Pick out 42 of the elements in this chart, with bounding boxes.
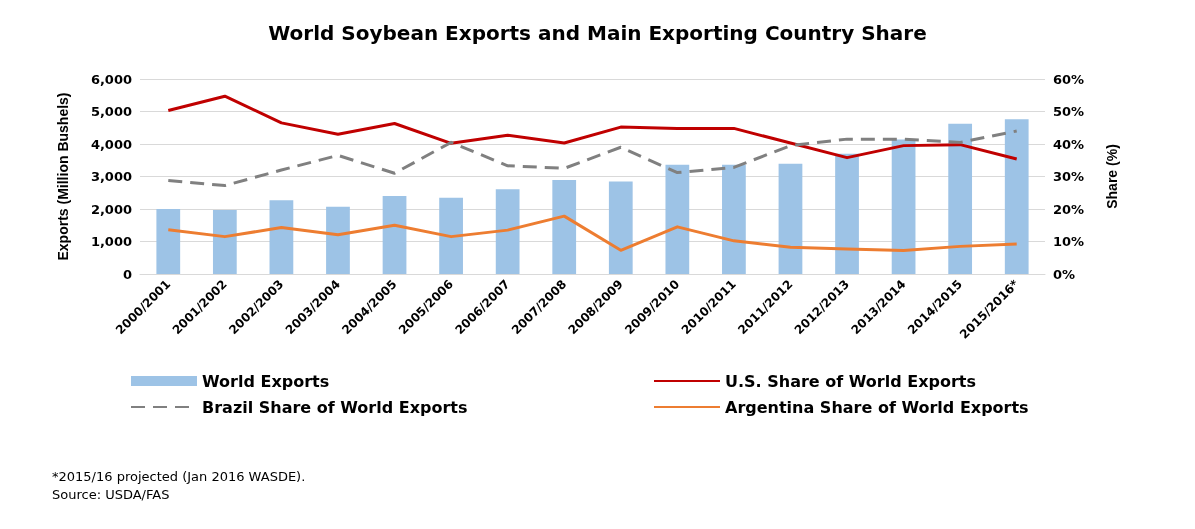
bar (665, 164, 690, 274)
bar (326, 206, 350, 274)
bar (722, 164, 746, 274)
y-tick-label: 3,000 (90, 169, 132, 184)
y2-tick-label: 60% (1053, 71, 1085, 87)
y-axis-title: Exports (Million Bushels) (55, 92, 71, 261)
text: *2015/16 projected (Jan 2016 WASDE). (52, 469, 306, 484)
bar (835, 153, 859, 274)
y-tick-label: 0 (122, 266, 132, 282)
bar (552, 180, 577, 274)
source-note: Source: USDA/FAS (52, 487, 170, 502)
line-series (166, 214, 1019, 253)
chart-title: World Soybean Exports and Main Exporting Country Share (268, 21, 927, 45)
bar (495, 189, 520, 274)
y-tick-label: 2,000 (90, 201, 132, 217)
bar (1004, 119, 1029, 274)
legend-label: World Exports (202, 371, 330, 391)
y2-tick-label: 0% (1053, 266, 1076, 282)
y2-axis-title: Share (%) (1104, 144, 1120, 209)
bar (891, 139, 916, 274)
y2-tick-label: 20% (1053, 201, 1085, 217)
bar (948, 123, 973, 274)
y-tick-label: 4,000 (90, 136, 132, 152)
bar (382, 196, 407, 274)
bar (156, 209, 181, 274)
legend-label: U.S. Share of World Exports (725, 371, 977, 391)
y-tick-label: 1,000 (90, 234, 132, 249)
bar (778, 163, 803, 274)
y2-tick-label: 30% (1053, 169, 1085, 184)
line-series (166, 129, 1019, 188)
bar (608, 181, 633, 274)
bar (269, 200, 294, 274)
y2-tick-label: 40% (1053, 136, 1085, 152)
bar (439, 197, 463, 274)
bar (212, 209, 237, 274)
y-tick-label: 5,000 (90, 104, 132, 119)
y2-tick-label: 50% (1053, 104, 1085, 119)
y2-tick-label: 10% (1053, 234, 1085, 249)
legend-label: Brazil Share of World Exports (202, 397, 468, 417)
line-series (166, 94, 1019, 161)
legend-label: Argentina Share of World Exports (725, 397, 1029, 417)
y-tick-label: 6,000 (90, 71, 132, 87)
